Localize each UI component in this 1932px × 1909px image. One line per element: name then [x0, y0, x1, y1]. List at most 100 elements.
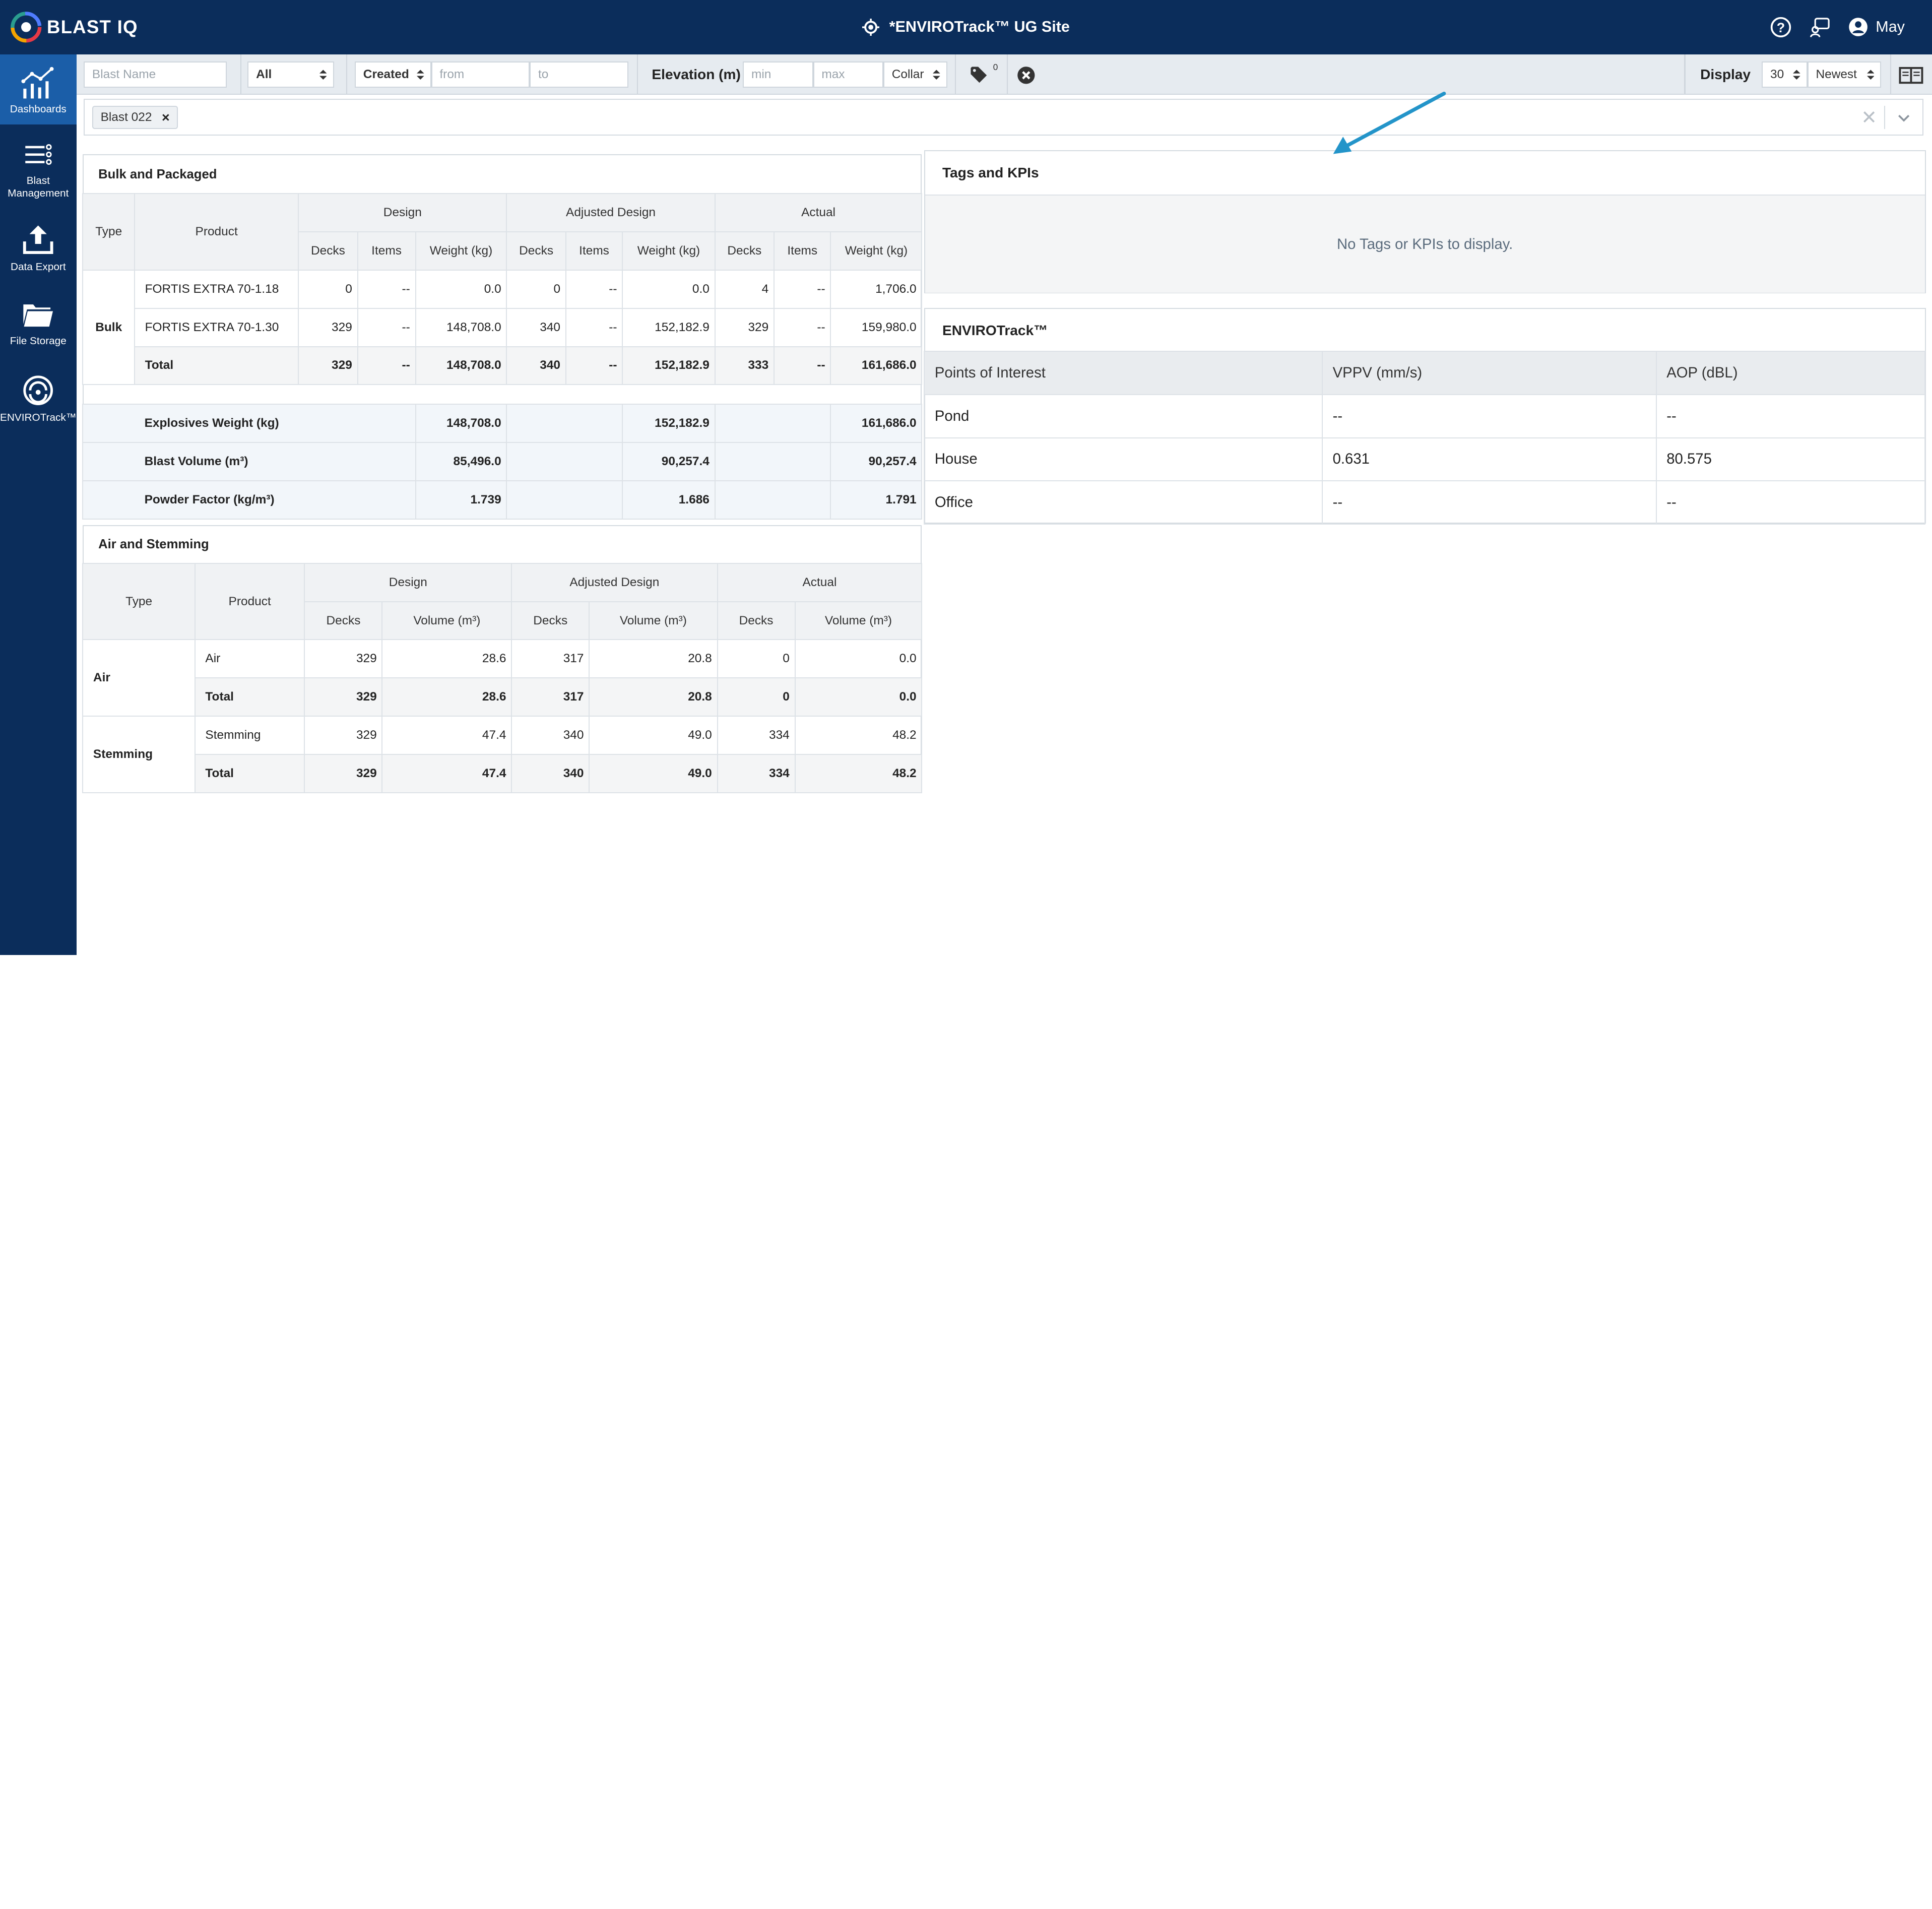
- table-cell: 329: [298, 307, 358, 347]
- select-arrows-icon: [416, 70, 424, 80]
- selected-blasts-bar[interactable]: Blast 022 ×: [84, 98, 1923, 136]
- table-row: Bulk FORTIS EXTRA 70-1.18 0 -- 0.0 0 -- …: [82, 269, 923, 386]
- blastiq-logo-icon: [10, 12, 41, 43]
- help-icon[interactable]: ?: [1770, 16, 1792, 38]
- summary-row: Blast Volume (m³) 85,496.0 90,257.4 90,2…: [82, 442, 923, 481]
- col-header-weight: Weight (kg): [830, 231, 923, 271]
- table-cell: 0: [506, 269, 566, 309]
- table-cell: --: [357, 269, 416, 309]
- table-cell: 329: [714, 307, 775, 347]
- table-cell: 1,706.0: [830, 269, 923, 309]
- summary-label: Blast Volume (m³): [135, 442, 416, 481]
- elevation-min-field[interactable]: [743, 61, 813, 88]
- logo-text: BLAST IQ: [46, 16, 138, 37]
- table-cell: 317: [511, 677, 590, 717]
- tag-icon: [971, 67, 987, 83]
- table-cell: --: [565, 269, 623, 309]
- table-cell: 334: [717, 716, 796, 755]
- blast-name-field[interactable]: [84, 61, 227, 88]
- filter-divider: [954, 54, 956, 95]
- table-cell: 0: [298, 269, 358, 309]
- sidebar-item-label: ENVIROTrack™: [0, 411, 77, 423]
- chevron-down-icon[interactable]: [1895, 109, 1912, 126]
- top-right-controls: ? May: [1770, 0, 1905, 54]
- location-target-icon[interactable]: [862, 18, 880, 36]
- panel-title: ENVIROTrack™: [942, 323, 1048, 339]
- sidebar-item-blast-management[interactable]: Blast Management: [0, 131, 77, 200]
- elevation-reference-value: Collar: [891, 67, 924, 81]
- sidebar-item-envirotrack[interactable]: ENVIROTrack™: [0, 362, 77, 424]
- table-row-total: Total 329 47.4 340 49.0 334 48.2: [83, 753, 923, 793]
- date-from-field[interactable]: [431, 61, 530, 88]
- table-cell: 340: [511, 753, 590, 793]
- summary-adjusted: 1.686: [622, 480, 716, 520]
- sidebar-nav: Dashboards Blast Management Data Export …: [0, 54, 77, 955]
- table-cell: 49.0: [589, 753, 718, 793]
- product-cell: Air: [194, 639, 305, 679]
- air-stemming-table: Type Product Design Adjusted Design Actu…: [82, 562, 923, 793]
- elevation-min-input[interactable]: [751, 67, 805, 82]
- elevation-max-field[interactable]: [813, 61, 884, 88]
- summary-adjusted: 152,182.9: [622, 404, 716, 443]
- elevation-reference-select[interactable]: Collar: [883, 61, 948, 88]
- table-cell: --: [357, 346, 416, 386]
- table-cell: 0.0: [794, 639, 923, 679]
- table-cell: 329: [304, 639, 383, 679]
- clear-selection-icon[interactable]: [1860, 108, 1878, 125]
- envirotrack-radar-icon: [23, 375, 53, 406]
- aop-value: --: [1655, 394, 1925, 438]
- summary-design: 1.739: [415, 480, 507, 520]
- table-cell: 329: [298, 346, 358, 386]
- site-title[interactable]: *ENVIROTrack™ UG Site: [889, 18, 1070, 36]
- remove-chip-icon[interactable]: ×: [162, 109, 170, 125]
- table-cell: 340: [506, 307, 566, 347]
- row-group-type: Stemming: [82, 716, 196, 793]
- col-header-points-of-interest: Points of Interest: [924, 351, 1323, 395]
- clear-circle-icon: [1017, 67, 1035, 84]
- toggle-panel-button[interactable]: [1897, 63, 1924, 88]
- table-cell: 47.4: [381, 716, 512, 755]
- blastiq-logo[interactable]: BLAST IQ: [10, 9, 138, 45]
- table-cell: 152,182.9: [622, 307, 716, 347]
- sort-order-select[interactable]: Newest: [1807, 61, 1882, 88]
- table-cell: 333: [714, 346, 775, 386]
- table-cell: 0: [717, 639, 796, 679]
- table-row: Stemming Stemming 329 47.4 340 49.0 334 …: [82, 716, 923, 793]
- date-to-field[interactable]: [530, 61, 628, 88]
- table-cell: 340: [511, 716, 590, 755]
- app-root: BLAST IQ *ENVIROTrack™ UG Site ?: [0, 0, 1932, 955]
- col-header-items: Items: [357, 231, 416, 271]
- table-cell: 159,980.0: [830, 307, 923, 347]
- col-header-volume: Volume (m³): [589, 601, 718, 641]
- col-header-decks: Decks: [511, 601, 590, 641]
- support-chat-icon[interactable]: [1809, 16, 1831, 38]
- col-header-weight: Weight (kg): [415, 231, 507, 271]
- sidebar-item-data-export[interactable]: Data Export: [0, 212, 77, 274]
- tag-filter-button[interactable]: 0: [966, 62, 1000, 88]
- filter-divider: [346, 54, 348, 95]
- col-group-design: Design: [298, 193, 507, 233]
- vppv-value: --: [1322, 394, 1657, 438]
- upload-export-icon: [23, 225, 53, 254]
- sidebar-item-label: Blast Management: [8, 175, 69, 199]
- row-group-type: Air: [82, 639, 196, 717]
- elevation-label: Elevation (m): [652, 66, 741, 82]
- date-to-input[interactable]: [538, 67, 620, 82]
- date-type-select[interactable]: Created: [355, 61, 431, 88]
- display-count-select[interactable]: 30: [1762, 61, 1808, 88]
- row-group-type: Bulk: [82, 269, 136, 386]
- table-cell: 48.2: [794, 753, 923, 793]
- user-menu[interactable]: May: [1848, 17, 1905, 37]
- poi-name: House: [924, 437, 1323, 482]
- table-cell: 329: [304, 716, 383, 755]
- sort-order-value: Newest: [1816, 67, 1857, 81]
- date-from-input[interactable]: [439, 67, 522, 82]
- blast-name-input[interactable]: [92, 67, 219, 82]
- clear-filters-button[interactable]: [1014, 63, 1039, 88]
- status-select[interactable]: All: [247, 61, 334, 88]
- sidebar-item-file-storage[interactable]: File Storage: [0, 286, 77, 350]
- elevation-max-input[interactable]: [821, 67, 875, 82]
- table-row: House 0.631 80.575: [924, 437, 1925, 482]
- dashboard-chart-icon: [21, 67, 54, 99]
- sidebar-item-dashboards[interactable]: Dashboards: [0, 54, 77, 124]
